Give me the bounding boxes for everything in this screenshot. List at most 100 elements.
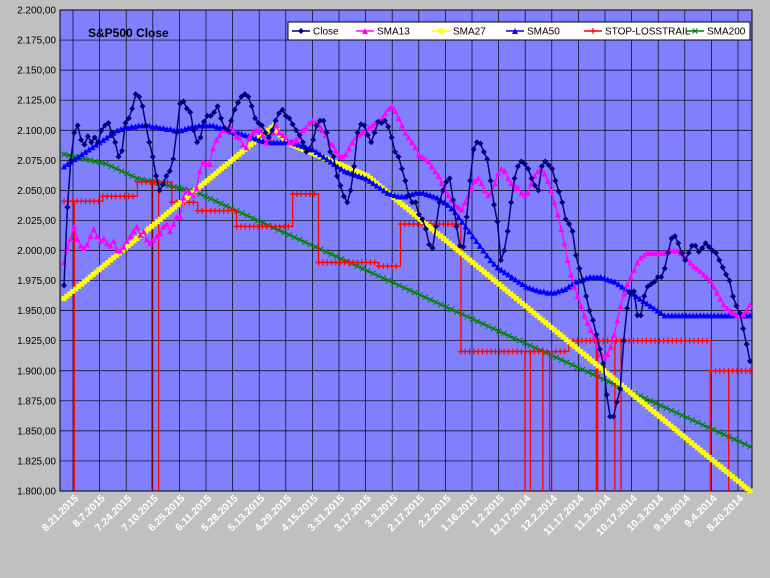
data-point xyxy=(697,267,704,274)
data-point xyxy=(276,110,283,117)
data-point xyxy=(61,163,67,170)
data-point xyxy=(224,127,231,134)
data-point xyxy=(607,343,614,350)
data-point xyxy=(97,237,104,244)
data-point xyxy=(252,115,259,122)
data-point xyxy=(258,122,265,129)
data-point xyxy=(291,234,298,241)
data-point xyxy=(504,228,511,235)
data-point xyxy=(329,141,336,148)
data-point xyxy=(546,322,552,328)
data-point xyxy=(589,358,595,364)
data-point xyxy=(553,354,560,361)
data-point xyxy=(590,28,596,34)
data-point xyxy=(364,268,371,274)
data-point xyxy=(87,274,93,280)
data-point xyxy=(643,300,650,307)
data-point xyxy=(747,358,753,365)
data-point xyxy=(167,228,174,235)
data-point xyxy=(391,192,398,199)
data-point xyxy=(411,211,417,217)
data-point xyxy=(470,146,477,153)
data-point xyxy=(511,335,518,342)
data-point xyxy=(150,236,157,243)
data-point xyxy=(104,240,111,247)
data-point xyxy=(531,182,538,189)
data-point xyxy=(557,332,563,338)
data-point xyxy=(478,180,485,187)
data-point xyxy=(563,359,570,366)
data-point xyxy=(586,307,593,314)
data-point xyxy=(125,115,132,122)
data-point xyxy=(412,199,419,206)
data-point xyxy=(352,171,359,178)
data-point xyxy=(741,483,747,489)
data-point xyxy=(274,127,280,133)
data-point xyxy=(577,302,584,309)
data-point xyxy=(627,273,634,280)
data-point xyxy=(344,199,351,206)
data-point xyxy=(518,189,525,196)
data-point xyxy=(88,139,95,146)
data-point xyxy=(380,275,387,282)
data-point xyxy=(276,129,283,136)
data-point xyxy=(333,253,340,260)
data-point xyxy=(512,28,518,34)
data-point xyxy=(118,168,125,175)
data-point xyxy=(212,198,219,205)
data-point xyxy=(613,399,620,406)
data-point xyxy=(346,145,353,152)
data-point xyxy=(395,153,402,160)
data-point xyxy=(450,196,457,203)
data-point xyxy=(197,191,204,197)
data-point xyxy=(371,259,378,266)
data-point xyxy=(559,199,566,206)
data-point xyxy=(108,129,115,136)
data-point xyxy=(313,148,320,155)
data-point xyxy=(569,341,575,347)
data-point xyxy=(401,284,408,291)
data-point xyxy=(246,133,253,140)
data-point xyxy=(610,375,616,381)
y-tick-label: 1.900,00 xyxy=(17,366,56,377)
data-point xyxy=(648,406,654,412)
series-stop-losstrail xyxy=(61,178,753,491)
data-point xyxy=(561,240,568,247)
data-point xyxy=(521,192,528,199)
data-point xyxy=(519,281,526,288)
data-point xyxy=(405,207,411,213)
data-point xyxy=(149,223,155,229)
data-point xyxy=(467,257,473,263)
data-point xyxy=(160,223,167,230)
data-point xyxy=(248,103,255,110)
data-point xyxy=(91,134,98,141)
data-point xyxy=(707,277,714,284)
data-point xyxy=(163,211,169,217)
data-point xyxy=(565,283,572,290)
data-point xyxy=(354,129,361,136)
data-point xyxy=(213,171,219,177)
data-point xyxy=(601,353,608,360)
data-point xyxy=(429,226,435,232)
data-point xyxy=(654,411,660,417)
data-point xyxy=(425,158,432,165)
data-point xyxy=(143,236,150,243)
data-point xyxy=(207,175,213,181)
data-point xyxy=(153,123,160,130)
chart-title: S&P500 Close xyxy=(88,26,169,40)
data-point xyxy=(160,214,166,220)
data-point xyxy=(262,129,269,136)
data-point xyxy=(584,319,591,326)
data-point xyxy=(196,168,203,175)
data-point xyxy=(239,149,245,155)
data-point xyxy=(512,276,519,283)
data-point xyxy=(94,233,101,240)
data-point xyxy=(678,412,685,419)
data-point xyxy=(190,127,197,134)
data-point xyxy=(197,134,204,141)
data-point xyxy=(136,93,143,100)
data-point xyxy=(210,173,216,179)
data-point xyxy=(525,305,531,311)
data-point xyxy=(452,245,458,251)
data-point xyxy=(423,190,430,197)
